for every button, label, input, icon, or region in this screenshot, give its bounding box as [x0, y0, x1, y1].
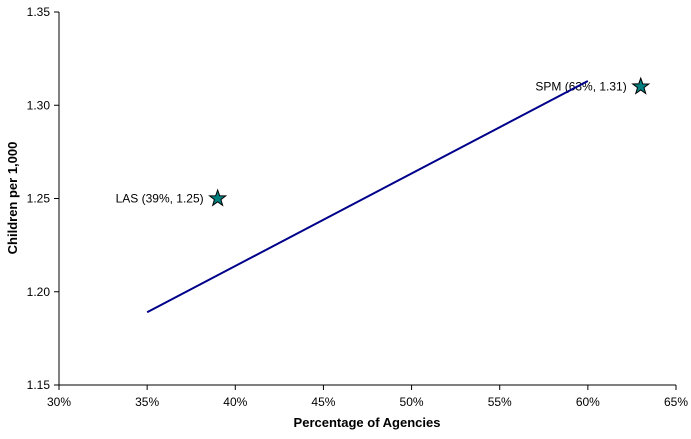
- y-tick-label: 1.15: [27, 378, 51, 392]
- y-tick-label: 1.20: [27, 285, 51, 299]
- data-point-label: LAS (39%, 1.25): [116, 192, 204, 206]
- x-tick-label: 55%: [488, 395, 512, 409]
- y-tick-label: 1.30: [27, 98, 51, 112]
- x-tick-label: 40%: [223, 395, 247, 409]
- y-axis-title: Children per 1,000: [5, 142, 20, 255]
- data-point-star: [631, 76, 651, 95]
- chart-series: LAS (39%, 1.25) SPM (63%, 1.31): [116, 76, 651, 314]
- y-tick-label: 1.35: [27, 5, 51, 19]
- trend-line: [146, 80, 589, 314]
- x-axis-title: Percentage of Agencies: [294, 415, 441, 430]
- x-tick-label: 35%: [135, 395, 159, 409]
- x-tick-label: 60%: [576, 395, 600, 409]
- data-point-label: SPM (63%, 1.31): [535, 80, 626, 94]
- data-point-star: [208, 188, 228, 207]
- x-tick-label: 30%: [47, 395, 71, 409]
- axes: 1.15 1.20 1.25 1.30 1.35 30% 35% 40% 45% 50% 55% 60…: [27, 5, 689, 409]
- y-tick-label: 1.25: [27, 192, 51, 206]
- x-tick-label: 65%: [664, 395, 688, 409]
- x-tick-label: 45%: [311, 395, 335, 409]
- x-tick-label: 50%: [400, 395, 424, 409]
